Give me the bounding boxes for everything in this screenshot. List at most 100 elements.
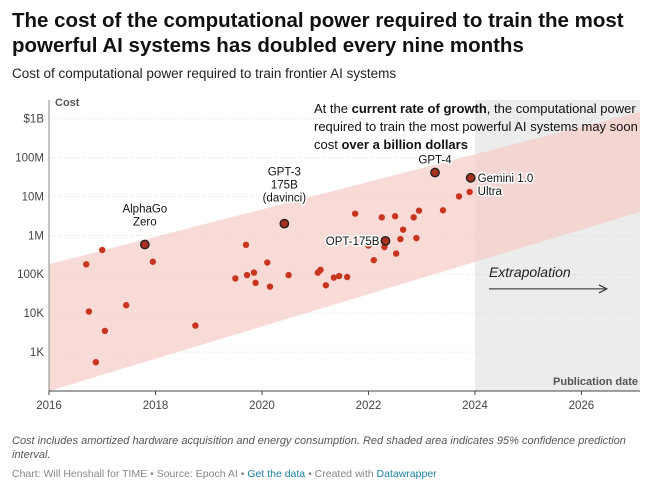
data-point	[399, 226, 407, 233]
data-point	[391, 213, 399, 220]
annotation-text: power	[600, 101, 636, 116]
credit-created-with: Created with	[314, 468, 377, 480]
credits: Chart: Will Henshall for TIME • Source: …	[12, 468, 437, 480]
y-tick-label: $1B	[24, 114, 45, 126]
data-point	[351, 210, 359, 217]
credit-separator: •	[237, 468, 248, 480]
data-point	[392, 250, 400, 257]
data-point	[242, 241, 250, 249]
data-point	[83, 261, 90, 268]
point-label: Ultra	[478, 186, 503, 198]
datawrapper-link[interactable]: Datawrapper	[376, 468, 437, 480]
annotation-text: may	[581, 119, 606, 134]
annotation-text: ,	[487, 101, 491, 116]
data-point	[317, 266, 324, 274]
highlighted-data-point	[465, 172, 476, 183]
data-point	[92, 358, 100, 366]
highlighted-data-point	[380, 235, 391, 246]
x-tick-label: 2018	[143, 400, 169, 412]
data-point	[85, 308, 93, 315]
data-point	[266, 283, 274, 290]
y-tick-label: 100K	[17, 269, 44, 281]
point-label: (davinci)	[263, 193, 307, 205]
x-tick-label: 2024	[462, 400, 488, 412]
annotation-line: cost over a billion dollars	[314, 137, 468, 152]
x-tick-label: 2022	[356, 400, 382, 412]
point-label: Zero	[133, 217, 157, 229]
y-tick-label: 10K	[24, 308, 45, 320]
data-point	[439, 207, 447, 214]
highlighted-data-point	[279, 218, 290, 229]
y-axis-title: Cost	[55, 97, 80, 109]
x-tick-label: 2026	[569, 400, 595, 412]
y-tick-label: 10M	[22, 191, 44, 203]
annotation-line: required to train the most powerful AI s…	[314, 119, 638, 134]
annotation-text: systems	[530, 119, 578, 134]
annotation-text: cost	[314, 137, 338, 152]
data-point	[365, 242, 372, 249]
data-point	[149, 258, 157, 265]
annotation-bold-text: dollars	[425, 137, 468, 152]
annotation-text: AI	[514, 119, 526, 134]
y-tick-label: 1M	[28, 230, 44, 242]
annotation-text: soon	[610, 119, 638, 134]
point-label: AlphaGo	[122, 204, 167, 216]
x-axis-title: Publication date	[553, 376, 638, 388]
annotation-text: powerful	[462, 119, 511, 134]
data-point	[378, 214, 385, 221]
highlighted-data-point	[430, 167, 440, 178]
annotation-text: most	[430, 119, 459, 134]
annotation-text: required	[314, 119, 362, 134]
data-point	[285, 271, 292, 279]
data-point	[397, 235, 404, 243]
credit-separator: •	[147, 468, 157, 480]
annotation-bold-text: over	[341, 137, 368, 152]
x-tick-label: 2016	[36, 400, 62, 412]
data-point	[343, 273, 351, 281]
data-point	[322, 282, 330, 289]
data-point	[415, 207, 423, 214]
annotation-bold-text: growth	[443, 101, 486, 116]
data-point	[252, 279, 259, 287]
data-point	[123, 302, 130, 309]
annotation-bold-text: a	[373, 137, 381, 152]
annotation-text: the	[409, 119, 427, 134]
point-label: Gemini 1.0	[478, 173, 534, 185]
point-label: OPT-175B	[326, 236, 380, 248]
annotation-bold-text: of	[428, 101, 441, 116]
point-label: GPT-4	[418, 155, 452, 167]
data-point	[192, 322, 199, 329]
chart-title: The cost of the computational power requ…	[12, 9, 624, 57]
data-point	[264, 259, 271, 266]
annotation-text: At	[314, 101, 327, 116]
chart-subtitle: Cost of computational power required to …	[12, 66, 397, 81]
credit-separator: •	[305, 468, 315, 480]
credit-byline: Chart: Will Henshall for TIME	[12, 468, 148, 480]
annotation-text: train	[380, 119, 405, 134]
extrapolation-label: Extrapolation	[489, 264, 571, 280]
annotation-bold-text: rate	[400, 101, 424, 116]
data-point	[232, 275, 239, 282]
data-point	[455, 193, 463, 200]
point-label: GPT-3	[268, 167, 301, 179]
annotation-text: computational	[516, 101, 597, 116]
data-point	[243, 271, 251, 279]
data-point	[466, 188, 473, 196]
annotation-bold-text: current	[352, 101, 397, 116]
get-the-data-link[interactable]: Get the data	[247, 468, 306, 480]
data-point	[99, 246, 106, 254]
point-label: 175B	[271, 180, 298, 192]
highlighted-data-point	[139, 239, 150, 250]
footnote: Cost includes amortized hardware acquisi…	[12, 435, 626, 461]
y-tick-label: 100M	[15, 152, 44, 164]
data-point	[330, 274, 338, 281]
extrapolation-arrow-head	[598, 284, 609, 294]
annotation-line: At the current rate of growth, the compu…	[314, 101, 636, 116]
annotation-bold-text: billion	[383, 137, 421, 152]
annotation-text: the	[330, 101, 348, 116]
data-point	[413, 234, 420, 242]
y-tick-label: 1K	[30, 347, 44, 359]
x-tick-label: 2020	[249, 400, 275, 412]
data-point	[410, 214, 417, 221]
prediction-interval-band	[49, 111, 640, 391]
